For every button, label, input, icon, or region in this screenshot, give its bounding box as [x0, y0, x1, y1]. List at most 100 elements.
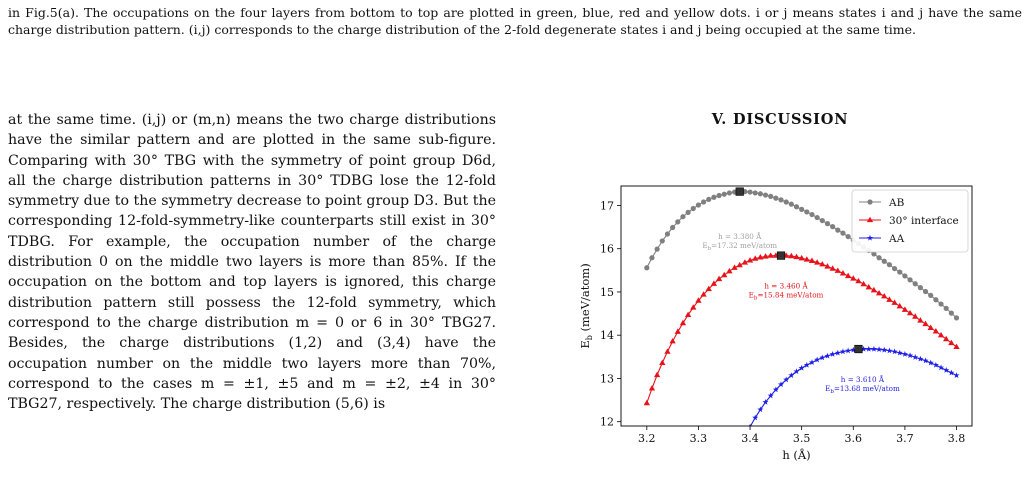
- data-point-aa: [814, 356, 821, 363]
- data-point-ab: [814, 214, 820, 221]
- data-point-aa: [943, 367, 950, 373]
- y-axis-label: Eb (meV/atom): [578, 263, 594, 348]
- data-point-ab: [680, 214, 686, 220]
- data-point-30-interface: [664, 348, 671, 354]
- y-tick-label: 17: [600, 199, 614, 212]
- data-point-ab: [835, 227, 841, 233]
- data-point-ab: [721, 191, 727, 197]
- data-point-30-interface: [767, 252, 774, 258]
- data-point-30-interface: [653, 371, 661, 378]
- data-point-ab: [773, 195, 779, 201]
- y-tick-label: 16: [600, 243, 614, 256]
- legend-box: [851, 189, 969, 253]
- data-point-aa: [803, 361, 810, 368]
- data-point-ab: [830, 224, 836, 230]
- data-point-aa: [932, 361, 939, 368]
- x-tick-label: 3.3: [690, 432, 708, 445]
- data-point-30-interface: [808, 257, 816, 263]
- data-point-30-interface: [824, 263, 831, 269]
- legend-label-ab: AB: [888, 197, 905, 209]
- data-point-ab: [690, 205, 696, 212]
- data-point-30-interface: [757, 254, 764, 260]
- data-point-ab: [778, 197, 784, 203]
- data-point-aa: [886, 347, 893, 354]
- data-point-30-interface: [659, 359, 666, 366]
- data-point-30-interface: [669, 337, 676, 344]
- series-30-interface: [643, 252, 960, 406]
- x-tick-label: 3.4: [741, 432, 759, 445]
- series-aa: [747, 345, 960, 426]
- data-point-ab: [907, 277, 913, 283]
- data-point-ab: [757, 191, 763, 197]
- data-point-30-interface: [700, 291, 707, 297]
- data-point-30-interface: [844, 272, 852, 279]
- annotation-energy-aa: Eb=13.68 meV/atom: [825, 384, 900, 395]
- data-point-30-interface: [679, 319, 687, 326]
- data-point-aa: [891, 348, 898, 355]
- data-point-aa: [819, 354, 826, 361]
- data-point-ab: [912, 281, 918, 287]
- data-point-30-interface: [927, 324, 934, 330]
- peak-marker-ab: [735, 187, 744, 196]
- data-point-aa: [870, 345, 877, 352]
- data-point-aa: [808, 359, 816, 366]
- body-paragraph: at the same time. (i,j) or (m,n) means t…: [8, 112, 496, 413]
- data-point-ab: [664, 231, 671, 237]
- peak-marker-aa: [854, 344, 863, 354]
- legend-marker-30-interface: [866, 216, 874, 223]
- data-point-30-interface: [834, 267, 841, 273]
- data-point-ab: [819, 217, 825, 224]
- data-point-30-interface: [643, 399, 650, 406]
- data-point-30-interface: [788, 252, 795, 259]
- data-point-aa: [917, 355, 924, 362]
- data-point-ab: [675, 219, 681, 225]
- data-point-ab: [654, 246, 660, 252]
- x-axis-label: h (Å): [782, 448, 810, 462]
- data-point-ab: [644, 265, 650, 271]
- data-point-aa: [752, 414, 759, 421]
- y-tick-label: 13: [600, 372, 614, 385]
- binding-energy-chart: 3.2 3.3 3.4 3.5 3.6 3.7 3.8 12 13 14 15 16 17 h (Å) Eb…: [578, 185, 973, 462]
- annotation-height-ab: h = 3.380 Å: [718, 232, 762, 241]
- data-point-30-interface: [937, 331, 945, 338]
- data-point-ab: [886, 262, 893, 268]
- data-point-aa: [747, 423, 754, 426]
- data-point-30-interface: [881, 292, 888, 299]
- data-point-aa: [767, 392, 774, 399]
- data-point-30-interface: [875, 289, 883, 296]
- data-point-30-interface: [674, 328, 681, 334]
- data-point-30-interface: [731, 264, 738, 270]
- data-point-aa: [901, 351, 908, 357]
- data-point-ab: [824, 221, 831, 227]
- y-tick-label: 14: [600, 329, 614, 342]
- data-point-30-interface: [839, 270, 847, 276]
- data-point-aa: [824, 352, 831, 359]
- section-heading: V. DISCUSSION: [711, 111, 849, 128]
- data-point-ab: [788, 201, 794, 207]
- x-tick-label: 3.5: [793, 432, 811, 445]
- data-point-aa: [922, 357, 929, 364]
- data-point-aa: [783, 376, 790, 383]
- data-point-ab: [762, 192, 769, 198]
- data-point-30-interface: [819, 260, 826, 267]
- data-point-30-interface: [912, 313, 919, 319]
- legend-marker-ab: [867, 199, 873, 205]
- data-point-ab: [948, 310, 954, 316]
- data-point-aa: [907, 352, 914, 359]
- data-point-ab: [840, 230, 846, 236]
- data-point-aa: [937, 364, 945, 371]
- data-point-30-interface: [762, 253, 769, 259]
- annotation-height-30-interface: h = 3.460 Å: [764, 281, 808, 290]
- data-point-30-interface: [752, 255, 759, 261]
- data-point-aa: [798, 364, 805, 371]
- data-point-30-interface: [721, 271, 728, 278]
- data-point-30-interface: [886, 296, 893, 302]
- data-point-ab: [659, 238, 665, 244]
- data-point-ab: [876, 255, 882, 261]
- data-point-30-interface: [917, 317, 924, 323]
- annotation-height-aa: h = 3.610 Å: [841, 375, 885, 384]
- data-point-ab: [700, 199, 707, 205]
- data-point-aa: [953, 372, 960, 378]
- data-point-ab: [695, 202, 702, 208]
- data-point-ab: [953, 315, 960, 321]
